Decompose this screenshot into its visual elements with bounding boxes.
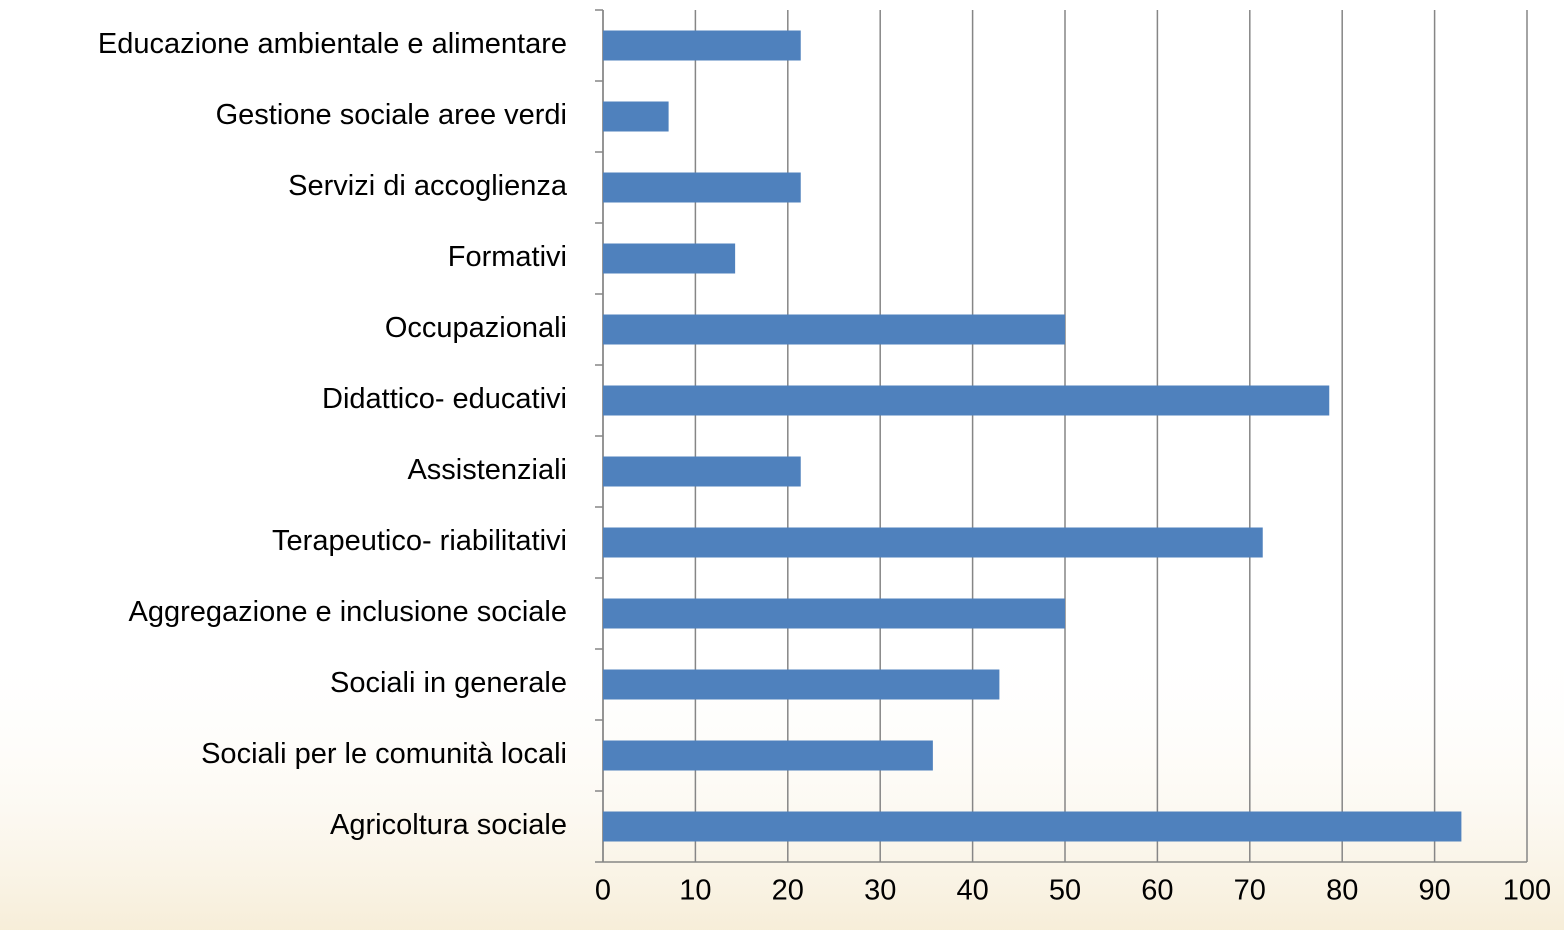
x-tick-label: 10 xyxy=(679,875,711,907)
y-tick-label: Terapeutico- riabilitativi xyxy=(272,525,567,557)
x-tick-label: 60 xyxy=(1141,875,1173,907)
y-tick-label: Aggregazione e inclusione sociale xyxy=(128,596,567,628)
x-tick-label: 50 xyxy=(1049,875,1081,907)
bar xyxy=(603,598,1065,629)
bar xyxy=(603,101,669,132)
y-tick-label: Gestione sociale aree verdi xyxy=(216,99,567,131)
x-tick-label: 40 xyxy=(956,875,988,907)
x-tick-label: 30 xyxy=(864,875,896,907)
x-tick-label: 80 xyxy=(1326,875,1358,907)
y-tick-label: Educazione ambientale e alimentare xyxy=(98,28,567,60)
bar xyxy=(603,314,1065,345)
bar xyxy=(603,527,1263,558)
y-tick-label: Formativi xyxy=(448,241,567,273)
x-tick-label: 20 xyxy=(772,875,804,907)
y-tick-label: Servizi di accoglienza xyxy=(288,170,568,202)
y-tick-label: Agricoltura sociale xyxy=(330,809,567,841)
x-tick-label: 100 xyxy=(1503,875,1551,907)
y-tick-label: Occupazionali xyxy=(385,312,567,344)
bar xyxy=(603,172,801,203)
x-tick-label: 0 xyxy=(595,875,611,907)
y-tick-label: Assistenziali xyxy=(407,454,567,486)
bar xyxy=(603,243,736,274)
y-tick-label: Sociali in generale xyxy=(330,667,567,699)
x-tick-label: 70 xyxy=(1234,875,1266,907)
x-tick-label: 90 xyxy=(1418,875,1450,907)
bar xyxy=(603,669,1000,700)
bar xyxy=(603,740,933,771)
y-tick-label: Didattico- educativi xyxy=(322,383,567,415)
bar xyxy=(603,385,1330,416)
bar xyxy=(603,456,801,487)
bar xyxy=(603,30,801,61)
y-tick-label: Sociali per le comunità locali xyxy=(201,738,567,770)
bar xyxy=(603,811,1462,842)
plot-area: 0 10 20 30 40 50 60 70 80 90 100 Educazione ambient… xyxy=(98,9,1551,907)
